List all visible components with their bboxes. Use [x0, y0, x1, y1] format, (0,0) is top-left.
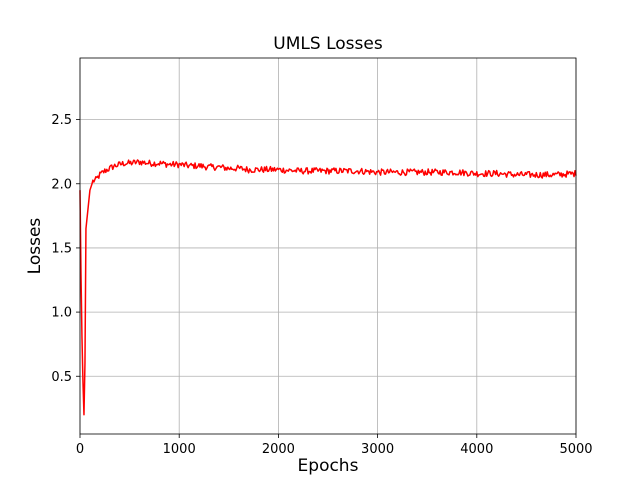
x-tick-label: 5000 — [559, 442, 592, 457]
y-tick-label: 2.0 — [51, 177, 72, 192]
x-tick-label: 3000 — [361, 442, 394, 457]
plot-background — [80, 58, 576, 434]
y-axis-title: Losses — [25, 218, 45, 275]
x-axis-title: Epochs — [298, 456, 359, 476]
x-tick-label: 4000 — [460, 442, 493, 457]
x-tick-label: 1000 — [163, 442, 196, 457]
x-tick-label: 0 — [76, 442, 84, 457]
y-tick-label: 2.5 — [51, 113, 72, 128]
ticks: 0 1000 2000 3000 4000 5000 0.5 1.0 1.5 2.0 2.5 — [51, 113, 592, 457]
y-tick-label: 1.0 — [51, 306, 72, 321]
plot-frame — [79, 57, 577, 435]
y-tick-label: 1.5 — [51, 241, 72, 256]
series-layer — [79, 159, 577, 416]
x-tick-label: 2000 — [262, 442, 295, 457]
y-tick-label: 0.5 — [51, 370, 72, 385]
series-line — [79, 159, 577, 416]
chart-title: UMLS Losses — [273, 34, 383, 54]
